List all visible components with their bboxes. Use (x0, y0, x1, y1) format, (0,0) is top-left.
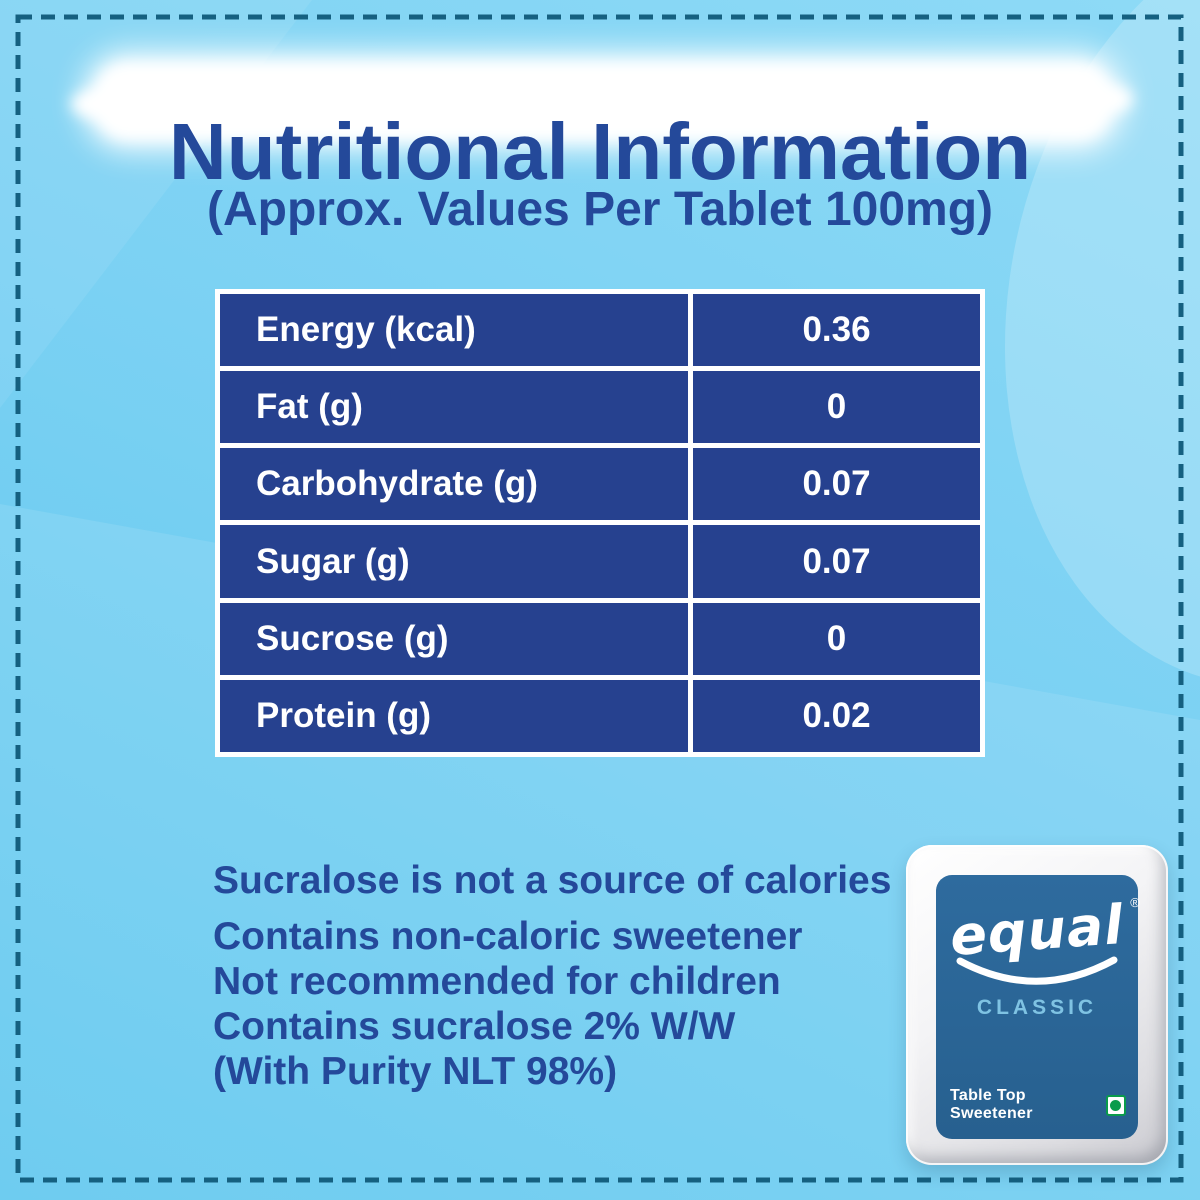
page-title: Nutritional Information (168, 106, 1032, 196)
table-row-label: Sucrose (g) (220, 602, 688, 675)
table-row-label: Carbohydrate (g) (220, 448, 688, 521)
registered-trademark-icon: ® (1130, 895, 1140, 910)
nutrition-table: Energy (kcal) 0.36 Fat (g) 0 Carbohydrate (g… (215, 289, 985, 757)
note-line: Contains non-caloric sweetener (213, 915, 803, 958)
table-row-value: 0.36 (693, 294, 980, 367)
note-line: Not recommended for children (213, 960, 781, 1003)
table-row-value: 0 (693, 371, 980, 444)
brand-logo-row: equal ® (948, 893, 1140, 968)
smile-curve-icon (956, 956, 1118, 985)
veg-mark-icon (1105, 1094, 1126, 1116)
table-row-label: Sugar (g) (220, 525, 688, 598)
calorie-note: Sucralose is not a source of calories (213, 859, 892, 902)
packet-bottom-row: Table Top Sweetener (950, 1087, 1126, 1123)
notes-block: Contains non-caloric sweetener Not recomm… (213, 914, 802, 1094)
table-row-label: Energy (kcal) (220, 294, 688, 367)
table-row-value: 0 (693, 602, 980, 675)
table-row-value: 0.07 (693, 448, 980, 521)
table-row-label: Protein (g) (220, 679, 688, 752)
variant-label: CLASSIC (976, 996, 1098, 1019)
packet-front-label: equal ® CLASSIC Table Top Sweetener (936, 875, 1140, 1139)
table-row-label: Fat (g) (220, 371, 688, 444)
table-row-value: 0.02 (693, 679, 980, 752)
product-packet: equal ® CLASSIC Table Top Sweetener (906, 845, 1168, 1165)
table-row-value: 0.07 (693, 525, 980, 598)
equal-logo: equal (948, 893, 1126, 968)
title-brush-stroke (70, 60, 1134, 142)
note-line: Contains sucralose 2% W/W (213, 1005, 736, 1048)
note-line: (With Purity NLT 98%) (213, 1050, 618, 1093)
page-subtitle: (Approx. Values Per Tablet 100mg) (206, 182, 994, 236)
descriptor-label: Table Top Sweetener (950, 1087, 1033, 1122)
